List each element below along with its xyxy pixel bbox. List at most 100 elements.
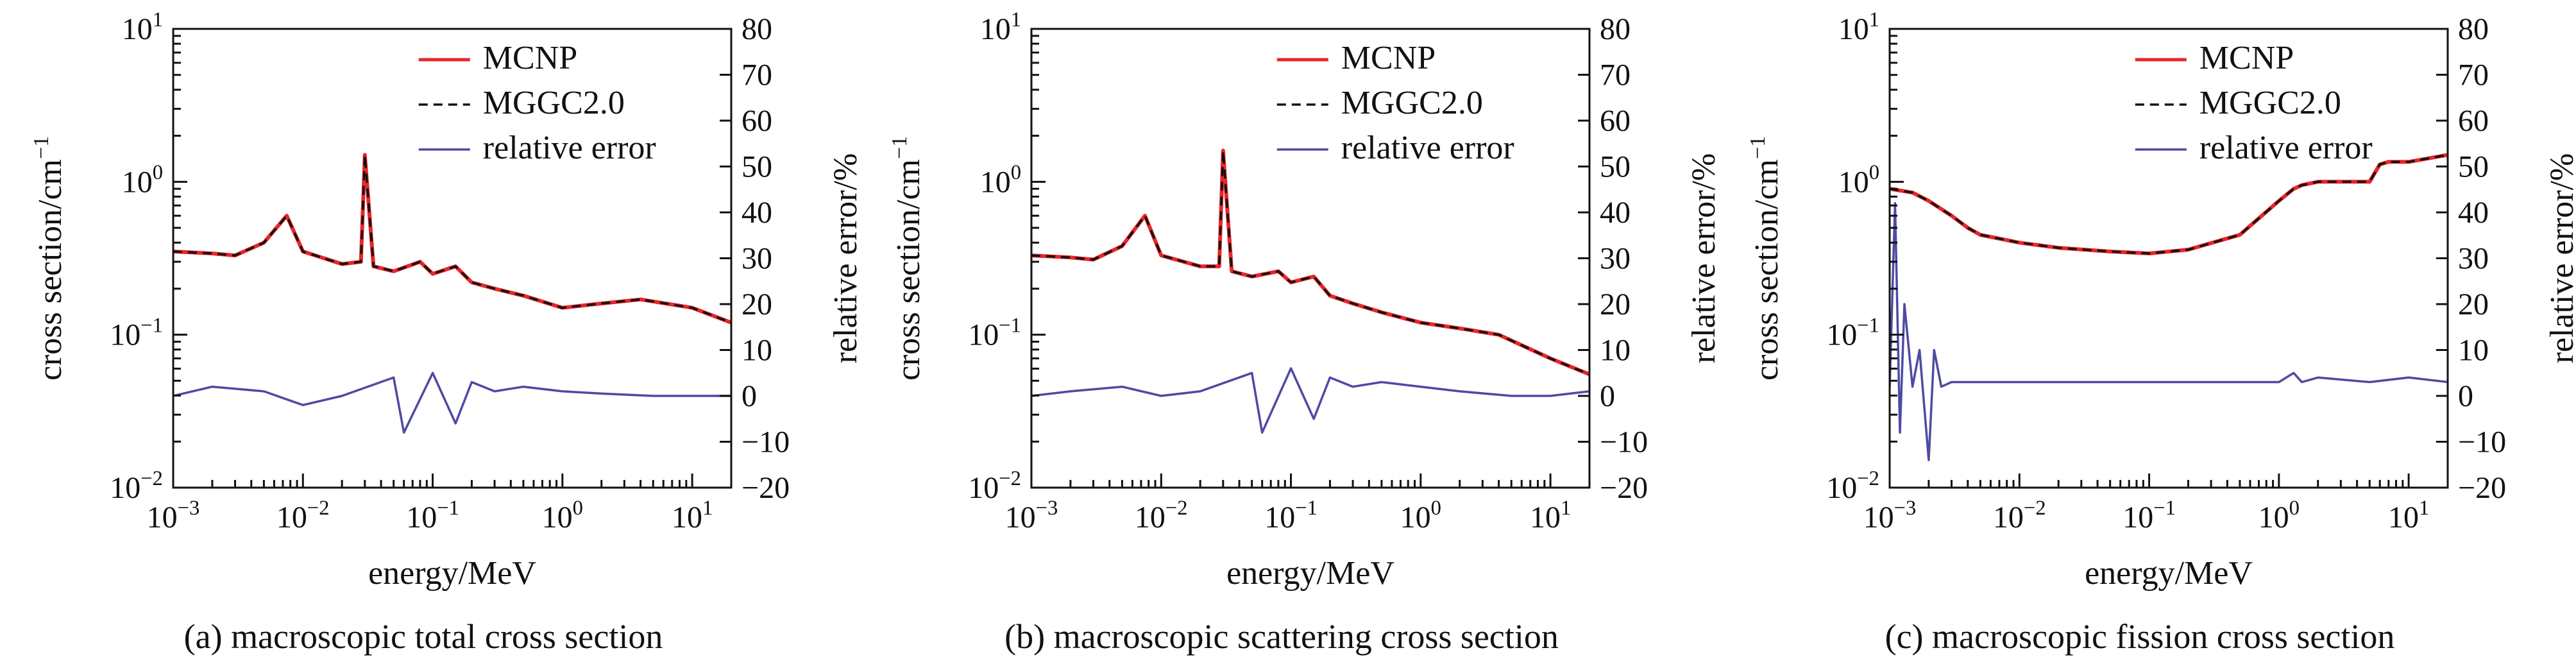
y-left-tick-label-exp: 1: [1869, 8, 1879, 31]
y-right-tick-label: 70: [1600, 58, 1631, 92]
plot-frame: [1030, 28, 1591, 489]
y-left-axis-label: cross section/cm−1: [30, 136, 69, 380]
y-left-tick-label-base: 10: [122, 165, 153, 199]
x-tick-label: 10−3: [1005, 497, 1058, 534]
y-left-tick-label-exp: 0: [1011, 161, 1021, 184]
series-line-relative-error: [1031, 367, 1589, 434]
y-left-axis-label-main: cross section/cm: [1749, 159, 1785, 380]
x-tick-label-base: 10: [147, 500, 178, 534]
y-right-axis-label: relative error/%: [1686, 153, 1722, 364]
y-left-tick-label: 101: [122, 8, 163, 46]
series-line-mcnp: [1031, 148, 1589, 377]
y-left-tick-label-base: 10: [1826, 318, 1857, 352]
y-left-tick-label-base: 10: [968, 318, 999, 352]
y-right-tick-label: −10: [2458, 425, 2506, 459]
series-line-relative-error: [173, 371, 731, 434]
y-left-tick-label-base: 10: [980, 12, 1011, 46]
y-left-tick-label-base: 10: [1826, 471, 1857, 505]
x-tick-label: 10−1: [1264, 497, 1318, 534]
x-axis-label: energy/MeV: [2085, 555, 2253, 592]
y-right-tick-label: 40: [1600, 196, 1631, 230]
x-tick-label-base: 10: [2258, 500, 2289, 534]
legend-label: MGGC2.0: [2199, 85, 2341, 121]
series-line-mcnp: [173, 153, 731, 325]
series-line-mggc: [1890, 153, 2448, 255]
series-line-mcnp: [1890, 153, 2448, 255]
y-right-tick-label: 10: [2458, 334, 2489, 368]
x-tick-label-base: 10: [672, 500, 702, 534]
y-right-tick-label: 60: [741, 104, 772, 138]
y-left-axis-label: cross section/cm−1: [888, 136, 927, 380]
legend-label: MCNP: [2199, 40, 2294, 76]
x-tick-label-exp: 0: [1431, 497, 1441, 520]
y-right-axis-label: relative error/%: [2544, 153, 2576, 364]
x-tick-label-exp: −3: [1036, 497, 1058, 520]
y-left-tick-label-exp: −1: [140, 314, 163, 337]
x-tick-label-exp: −2: [1165, 497, 1188, 520]
x-tick-label: 100: [1400, 497, 1441, 534]
y-right-tick-label: 80: [2458, 12, 2489, 46]
x-axis-label: energy/MeV: [368, 555, 536, 592]
y-left-tick-label-exp: 1: [1011, 8, 1021, 31]
x-tick-label-exp: 0: [2289, 497, 2300, 520]
legend-label: MGGC2.0: [483, 85, 625, 121]
series-line-mggc: [173, 153, 731, 324]
y-left-tick-label-base: 10: [1838, 12, 1869, 46]
x-tick-label: 101: [672, 497, 713, 534]
x-tick-label-base: 10: [1135, 500, 1165, 534]
y-left-axis-label-exp: −1: [1746, 136, 1770, 159]
y-left-tick-label: 100: [980, 161, 1021, 199]
x-tick-label-exp: −1: [2153, 497, 2176, 520]
y-left-tick-label-base: 10: [968, 471, 999, 505]
y-left-tick-label: 10−2: [968, 467, 1021, 505]
x-tick-label-base: 10: [1264, 500, 1295, 534]
x-tick-label-exp: −1: [1295, 497, 1318, 520]
y-left-tick-label-exp: 1: [153, 8, 163, 31]
legend-label: relative error: [1341, 130, 1514, 166]
y-right-tick-label: −20: [2458, 471, 2506, 505]
y-left-tick-label: 100: [122, 161, 163, 199]
panel-caption: (c) macroscopic fission cross section: [1885, 617, 2395, 656]
plot-area: [1890, 153, 2448, 461]
x-tick-label: 10−3: [147, 497, 200, 534]
y-left-tick-label-exp: −2: [140, 467, 163, 490]
y-left-tick-label-exp: 0: [1869, 161, 1879, 184]
y-left-tick-label-base: 10: [1838, 165, 1869, 199]
y-right-tick-label: 30: [2458, 242, 2489, 276]
chart-panel-1: 10−3 10−2 10−1 100 10110110010−110−280706050…: [30, 8, 864, 656]
y-left-tick-label: 10−1: [1826, 314, 1879, 352]
y-right-tick-label: 50: [1600, 150, 1631, 184]
chart-panel-2: 10−3 10−2 10−1 100 10110110010−110−280706050…: [888, 8, 1722, 656]
x-tick-label-base: 10: [1530, 500, 1561, 534]
y-right-tick-label: 20: [741, 287, 772, 321]
y-right-tick-label: 30: [741, 242, 772, 276]
legend-label: MCNP: [483, 40, 577, 76]
chart-panel-3: 10−3 10−2 10−1 100 10110110010−110−280706050…: [1746, 8, 2576, 656]
y-right-tick-label: 40: [741, 196, 772, 230]
y-right-tick-label: 30: [1600, 242, 1631, 276]
y-left-tick-label-base: 10: [110, 318, 140, 352]
y-left-tick-label: 101: [980, 8, 1021, 46]
x-tick-label: 100: [542, 497, 583, 534]
y-left-tick-label-exp: 0: [153, 161, 163, 184]
y-right-tick-label: 20: [2458, 287, 2489, 321]
y-right-tick-label: 80: [741, 12, 772, 46]
x-tick-label-base: 10: [2123, 500, 2153, 534]
plot-frame: [172, 28, 733, 489]
x-tick-label-exp: 1: [2419, 497, 2429, 520]
x-tick-label: 10−2: [1993, 497, 2046, 534]
panel-caption: (a) macroscopic total cross section: [184, 617, 663, 656]
panel-caption: (b) macroscopic scattering cross section: [1004, 617, 1559, 656]
y-left-axis-label-main: cross section/cm: [32, 159, 69, 380]
y-right-tick-label: −10: [1600, 425, 1648, 459]
plot-frame: [1888, 28, 2449, 489]
y-right-tick-label: 0: [2458, 379, 2473, 413]
x-tick-label-exp: 1: [1561, 497, 1571, 520]
y-left-tick-label: 100: [1838, 161, 1879, 199]
x-tick-label-base: 10: [542, 500, 573, 534]
x-tick-label: 101: [2388, 497, 2429, 534]
x-tick-label: 10−3: [1863, 497, 1917, 534]
series-line-relative-error: [1890, 201, 2448, 461]
